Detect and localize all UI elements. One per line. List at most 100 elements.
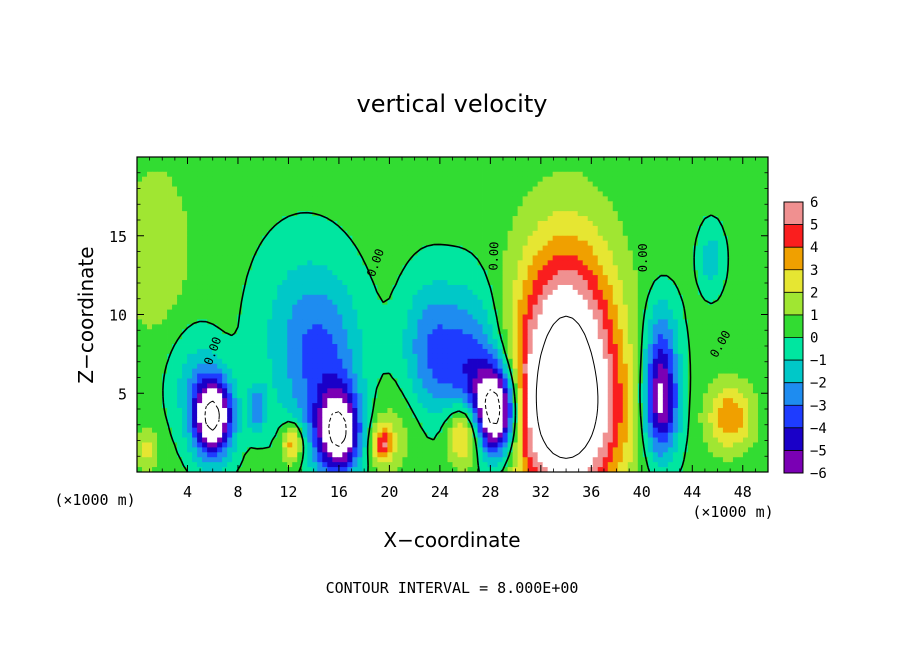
field-cell (657, 324, 664, 330)
field-cell (212, 284, 218, 291)
field-cell (682, 216, 689, 222)
field-cell (547, 294, 554, 301)
field-cell (332, 240, 338, 246)
field-cell (157, 319, 163, 325)
field-cell (272, 250, 278, 256)
field-cell (527, 235, 534, 242)
field-cell (662, 166, 669, 173)
field-cell (262, 294, 268, 301)
field-cell (437, 201, 443, 207)
field-cell (327, 324, 333, 330)
field-cell (472, 235, 478, 242)
field-cell (697, 220, 704, 227)
field-cell (632, 324, 639, 330)
field-cell (552, 275, 559, 281)
field-cell (362, 220, 368, 227)
field-cell (512, 206, 519, 212)
field-cell (607, 314, 614, 320)
field-cell (182, 255, 188, 261)
field-cell (522, 230, 529, 237)
field-cell (572, 201, 579, 207)
field-cell (732, 339, 739, 345)
field-cell (252, 240, 258, 246)
field-cell (137, 171, 143, 178)
field-cell (192, 181, 198, 187)
field-cell (637, 225, 644, 232)
field-cell (457, 255, 463, 261)
field-cell (687, 157, 694, 163)
field-cell (687, 270, 694, 276)
field-cell (757, 230, 764, 237)
field-cell (257, 309, 263, 315)
field-cell (492, 196, 498, 202)
field-cell (212, 348, 218, 355)
field-cell (627, 284, 634, 291)
field-cell (507, 304, 513, 310)
field-cell (622, 181, 629, 187)
field-cell (477, 294, 483, 301)
field-cell (577, 230, 584, 237)
field-cell (212, 201, 218, 207)
field-cell (587, 250, 594, 256)
field-cell (232, 270, 238, 276)
field-cell (182, 245, 188, 251)
field-cell (622, 265, 629, 271)
field-cell (472, 166, 478, 173)
field-cell (437, 334, 443, 340)
field-cell (452, 344, 458, 350)
field-cell (492, 181, 498, 187)
field-cell (162, 260, 168, 266)
field-cell (667, 211, 674, 217)
field-cell (697, 309, 704, 315)
field-cell (182, 284, 188, 291)
field-cell (442, 206, 448, 212)
field-cell (402, 289, 408, 296)
field-cell (442, 186, 448, 192)
field-cell (417, 245, 423, 251)
field-cell (722, 225, 729, 232)
field-cell (522, 319, 529, 325)
field-cell (702, 270, 709, 276)
field-cell (522, 284, 529, 291)
field-cell (747, 161, 754, 168)
field-cell (242, 309, 248, 315)
field-cell (482, 324, 488, 330)
field-cell (432, 329, 438, 335)
field-cell (517, 255, 524, 261)
field-cell (717, 265, 724, 271)
field-cell (282, 230, 288, 237)
field-cell (742, 201, 749, 207)
field-cell (387, 284, 393, 291)
field-cell (177, 275, 183, 281)
field-cell (272, 216, 278, 222)
field-cell (192, 250, 198, 256)
field-cell (307, 304, 313, 310)
field-cell (677, 157, 684, 163)
field-cell (197, 289, 203, 296)
field-cell (407, 201, 413, 207)
field-cell (272, 314, 278, 320)
field-cell (232, 348, 238, 355)
field-cell (187, 186, 193, 192)
field-cell (682, 206, 689, 212)
field-cell (507, 201, 513, 207)
field-cell (732, 260, 739, 266)
field-cell (242, 157, 248, 163)
field-cell (707, 339, 714, 345)
field-cell (382, 275, 388, 281)
field-cell (387, 161, 393, 168)
field-cell (302, 280, 308, 286)
field-cell (622, 319, 629, 325)
field-cell (502, 220, 508, 227)
field-cell (287, 329, 293, 335)
field-cell (402, 166, 408, 173)
field-cell (337, 339, 343, 345)
field-cell (602, 181, 609, 187)
field-cell (472, 250, 478, 256)
field-cell (427, 304, 433, 310)
field-cell (217, 230, 223, 237)
field-cell (522, 245, 529, 251)
field-cell (527, 339, 534, 345)
field-cell (707, 225, 714, 232)
field-cell (427, 230, 433, 237)
